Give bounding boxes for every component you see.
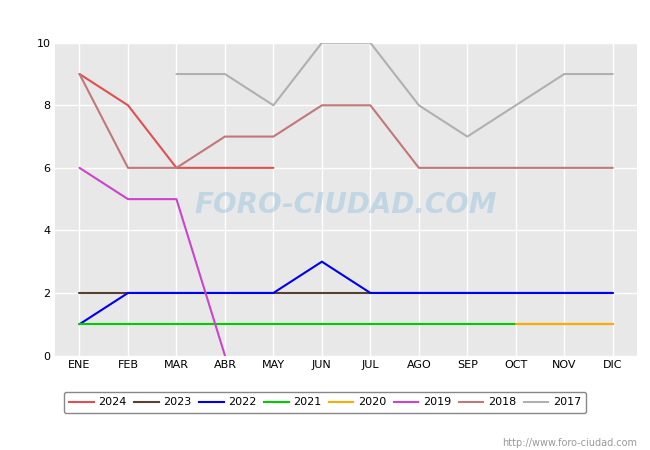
Text: http://www.foro-ciudad.com: http://www.foro-ciudad.com: [502, 438, 637, 448]
Text: Afiliados en Llano de Olmedo a 31/5/2024: Afiliados en Llano de Olmedo a 31/5/2024: [136, 8, 514, 26]
Legend: 2024, 2023, 2022, 2021, 2020, 2019, 2018, 2017: 2024, 2023, 2022, 2021, 2020, 2019, 2018…: [64, 392, 586, 413]
Text: FORO-CIUDAD.COM: FORO-CIUDAD.COM: [195, 191, 497, 220]
